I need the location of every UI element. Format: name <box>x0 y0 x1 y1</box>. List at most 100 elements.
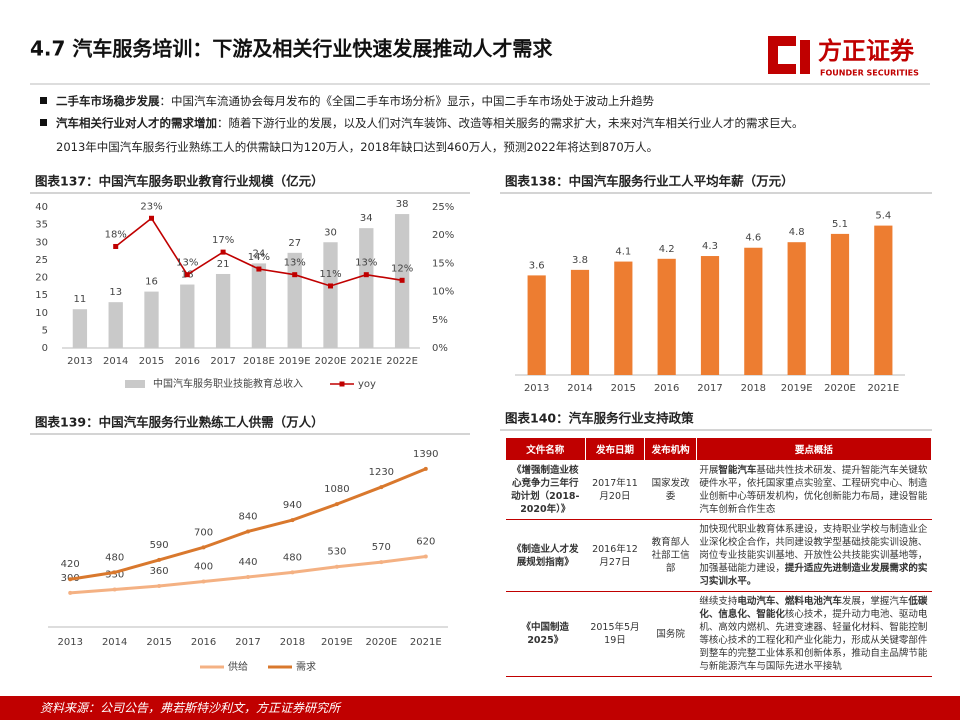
table-row: 《增强制造业核心竞争力三年行动计划（2018-2020年）》 2017年11月20… <box>505 460 932 520</box>
legend-swatch <box>339 381 345 387</box>
marker <box>149 215 154 221</box>
y-tick-label: 30 <box>35 237 48 248</box>
y-tick-label: 5 <box>42 325 48 336</box>
marker <box>290 570 295 575</box>
marker <box>363 272 369 278</box>
data-label: 21 <box>217 259 230 270</box>
y-tick-label: 40 <box>35 202 48 213</box>
column-header: 文件名称 <box>505 437 586 461</box>
x-tick-label: 2017 <box>235 637 260 648</box>
x-tick-label: 2020E <box>824 383 856 394</box>
bar <box>108 302 123 348</box>
bar <box>359 228 374 348</box>
note: 2013年中国汽车服务行业熟练工人的供需缺口为120万人，2018年缺口达到46… <box>56 140 659 154</box>
data-label: 1230 <box>369 467 394 478</box>
bar <box>144 291 159 348</box>
summary-text: 核心技术，提升动力电池、驱动电机、高效内燃机、先进变速器、轻量化材料、智能控制等… <box>699 609 928 672</box>
x-tick-label: 2020E <box>315 356 347 367</box>
marker <box>112 587 117 592</box>
x-tick-label: 2018 <box>280 637 305 648</box>
bar <box>215 273 231 348</box>
marker <box>201 545 206 550</box>
data-label: 13 <box>109 287 122 298</box>
data-label: 23% <box>140 201 162 212</box>
policy-name: 《中国制造2025》 <box>505 591 586 677</box>
y2-tick-label: 25% <box>432 202 454 213</box>
chart-title: 图表137：中国汽车服务职业教育行业规模（亿元） <box>35 174 324 189</box>
bar <box>744 247 763 375</box>
bar <box>570 269 590 375</box>
column-header: 要点概括 <box>695 437 933 461</box>
data-label: 480 <box>105 552 124 563</box>
data-label: 530 <box>327 547 346 558</box>
y-tick-label: 0 <box>42 343 48 354</box>
marker <box>68 590 73 595</box>
data-label: 16 <box>145 277 158 288</box>
bullet-icon <box>40 119 47 126</box>
bullet: 二手车市场稳步发展：中国汽车流通协会每月发布的《全国二手车市场分析》显示，中国二… <box>56 93 654 109</box>
summary-text: 加快现代职业教育体系建设，支持职业学校与制造业企业深化校企合作，共同建设教学型基… <box>699 524 928 574</box>
x-tick-label: 2015 <box>146 637 171 648</box>
data-label: 3.6 <box>529 260 545 271</box>
source: 资料来源：公司公告，弗若斯特沙利文，方正证券研究所 <box>0 696 960 720</box>
data-label: 24 <box>253 248 266 259</box>
column-header: 发布机构 <box>644 437 697 461</box>
marker <box>290 518 295 523</box>
marker <box>157 584 162 589</box>
x-tick-label: 2021E <box>410 637 442 648</box>
x-tick-label: 2022E <box>386 356 418 367</box>
summary-text: 智能汽车 <box>718 465 757 476</box>
x-tick-label: 2019E <box>321 637 353 648</box>
marker <box>379 560 384 565</box>
x-tick-label: 2018E <box>243 356 275 367</box>
x-tick-label: 2013 <box>57 637 82 648</box>
logo-icon <box>768 36 810 74</box>
table-row: 《中国制造2025》 2015年5月19日 国务院 继续支持电动汽车、燃料电池汽车发展… <box>505 591 932 677</box>
marker <box>184 272 190 278</box>
data-label: 5.4 <box>875 211 891 222</box>
data-label: 14% <box>248 252 270 263</box>
policy-date: 2016年12月27日 <box>585 519 645 592</box>
policy-org: 国务院 <box>644 591 697 677</box>
y2-tick-label: 10% <box>432 287 454 298</box>
data-label: 13% <box>284 258 306 269</box>
marker <box>157 557 162 562</box>
y-tick-label: 20 <box>35 273 48 284</box>
policy-name: 《制造业人才发展规划指南》 <box>505 519 586 592</box>
bar <box>527 275 546 375</box>
marker <box>246 574 250 579</box>
y-tick-label: 15 <box>35 290 48 301</box>
marker <box>292 272 298 278</box>
x-tick-label: 2017 <box>210 356 235 367</box>
policy-name: 《增强制造业核心竞争力三年行动计划（2018-2020年）》 <box>505 460 586 520</box>
bar <box>180 284 195 348</box>
legend-label: yoy <box>358 379 376 390</box>
bullet-icon <box>40 97 47 104</box>
summary-text: 电动汽车、燃料电池汽车 <box>737 596 842 607</box>
summary-text: 低碳化、信息化、智能化 <box>699 596 928 620</box>
bar <box>72 309 88 348</box>
logo-en: FOUNDER SECURITIES <box>820 69 919 78</box>
x-tick-label: 2021E <box>867 383 899 394</box>
marker <box>334 564 339 569</box>
bar <box>830 233 850 375</box>
data-label: 17% <box>212 235 234 246</box>
marker <box>423 554 428 559</box>
legend-label: 中国汽车服务职业技能教育总收入 <box>153 377 303 390</box>
summary-text: 继续支持 <box>699 596 738 607</box>
policy-summary: 加快现代职业教育体系建设，支持职业学校与制造业企业深化校企合作，共同建设教学型基… <box>696 519 932 592</box>
bullet: 汽车相关行业对人才的需求增加：随着下游行业的发展，以及人们对汽车装饰、改造等相关… <box>56 115 804 131</box>
data-label: 570 <box>372 542 391 553</box>
data-label: 4.3 <box>702 241 718 252</box>
x-tick-label: 2014 <box>567 383 592 394</box>
marker <box>112 570 117 575</box>
bullet-label: 汽车相关行业对人才的需求增加 <box>56 116 217 130</box>
y2-tick-label: 20% <box>432 230 454 241</box>
y2-tick-label: 5% <box>432 315 448 326</box>
table-row: 《制造业人才发展规划指南》 2016年12月27日 教育部人社部工信部 加快现代职业教… <box>505 519 932 592</box>
data-label: 1080 <box>324 484 349 495</box>
x-tick-label: 2019E <box>781 383 813 394</box>
x-tick-label: 2015 <box>611 383 636 394</box>
